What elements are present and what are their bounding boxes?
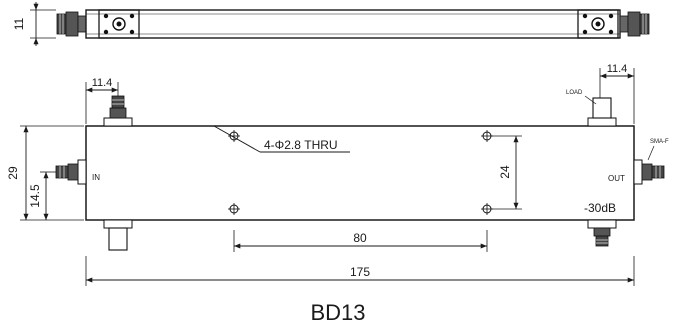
hole-callout: 4-Φ2.8 THRU [213,125,350,153]
mounting-hole [481,130,493,142]
dim-hole-vertical: 24 [492,135,522,210]
dim-connector-offset-left: 11.4 [85,77,119,124]
dim-hole-horizontal: 80 [233,230,488,252]
dim-top-height-label: 11 [12,17,26,30]
mounting-hole [481,203,493,215]
dim-overall-length-label: 175 [350,265,370,279]
dim-hole-vertical-label: 24 [498,165,512,179]
dim-connector-offset-right: 11.4 [599,63,635,124]
mounting-hole [228,203,240,215]
top-left-flange [98,9,140,39]
load-label: LOAD [566,90,583,96]
top-right-flange [577,9,619,39]
hole-note-label: 4-Φ2.8 THRU [264,138,338,152]
part-number: BD13 [310,300,365,325]
front-bottom-right-connector [587,219,617,247]
dim-in-port-height: 14.5 [28,171,56,220]
in-connector [55,159,87,185]
top-right-connector [619,11,650,37]
dim-overall-length: 175 [85,256,635,286]
out-connector [633,159,665,185]
dim-hole-horizontal-label: 80 [353,231,367,245]
load-termination: LOAD [566,90,617,127]
front-view: LOAD IN OUT SMA-F [55,90,669,251]
dim-body-height: 29 [6,125,84,221]
front-view-body [85,125,635,221]
front-top-connector [103,95,133,127]
dim-connector-offset-right-label: 11.4 [607,63,628,75]
dim-top-height: 11 [12,2,56,46]
in-label: IN [92,173,100,182]
top-left-connector [56,11,87,37]
front-bottom-left-connector [103,219,133,251]
coupling-label: -30dB [584,201,616,215]
dim-in-port-height-label: 14.5 [28,184,42,208]
out-label: OUT [608,174,625,183]
connector-type-label: SMA-F [650,139,669,145]
dim-connector-offset-left-label: 11.4 [92,77,113,89]
top-view: 11 [12,2,650,46]
dim-body-height-label: 29 [6,166,20,180]
mounting-holes [228,130,493,215]
mounting-hole [228,130,240,142]
